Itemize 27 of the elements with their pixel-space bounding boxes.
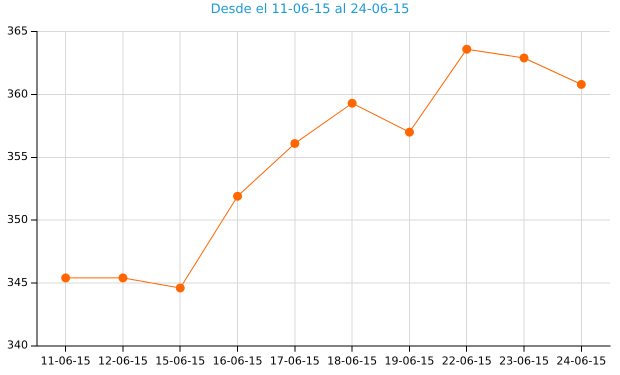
x-tick-label: 15-06-15 [155, 354, 206, 368]
chart-title: Desde el 11-06-15 al 24-06-15 [210, 2, 410, 17]
point [176, 283, 185, 292]
y-tick-label: 350 [6, 212, 28, 226]
point [462, 44, 472, 54]
x-tick-label: 18-06-15 [327, 354, 378, 368]
y-tick-label: 340 [6, 338, 28, 352]
point [520, 53, 529, 62]
x-tick-label: 17-06-15 [270, 354, 320, 368]
x-tick-label: 22-06-15 [442, 354, 492, 368]
point [290, 138, 300, 148]
y-tick-label: 355 [6, 150, 28, 164]
x-tick-label: 12-06-15 [98, 354, 148, 368]
x-tick-label: 16-06-15 [212, 354, 263, 368]
point [348, 98, 357, 108]
point [118, 273, 128, 282]
point [404, 128, 414, 137]
point [61, 273, 70, 282]
y-tick-label: 360 [6, 87, 28, 100]
point [576, 80, 586, 89]
x-tick-label: 19-06-15 [384, 354, 434, 368]
y-tick-label: 345 [6, 276, 28, 289]
y-tick-label: 365 [6, 24, 28, 38]
x-tick-label: 24-06-15 [556, 354, 606, 368]
x-tick-label: 23-06-15 [499, 354, 550, 368]
x-tick-label: 11-06-15 [40, 354, 91, 368]
point [233, 192, 242, 201]
